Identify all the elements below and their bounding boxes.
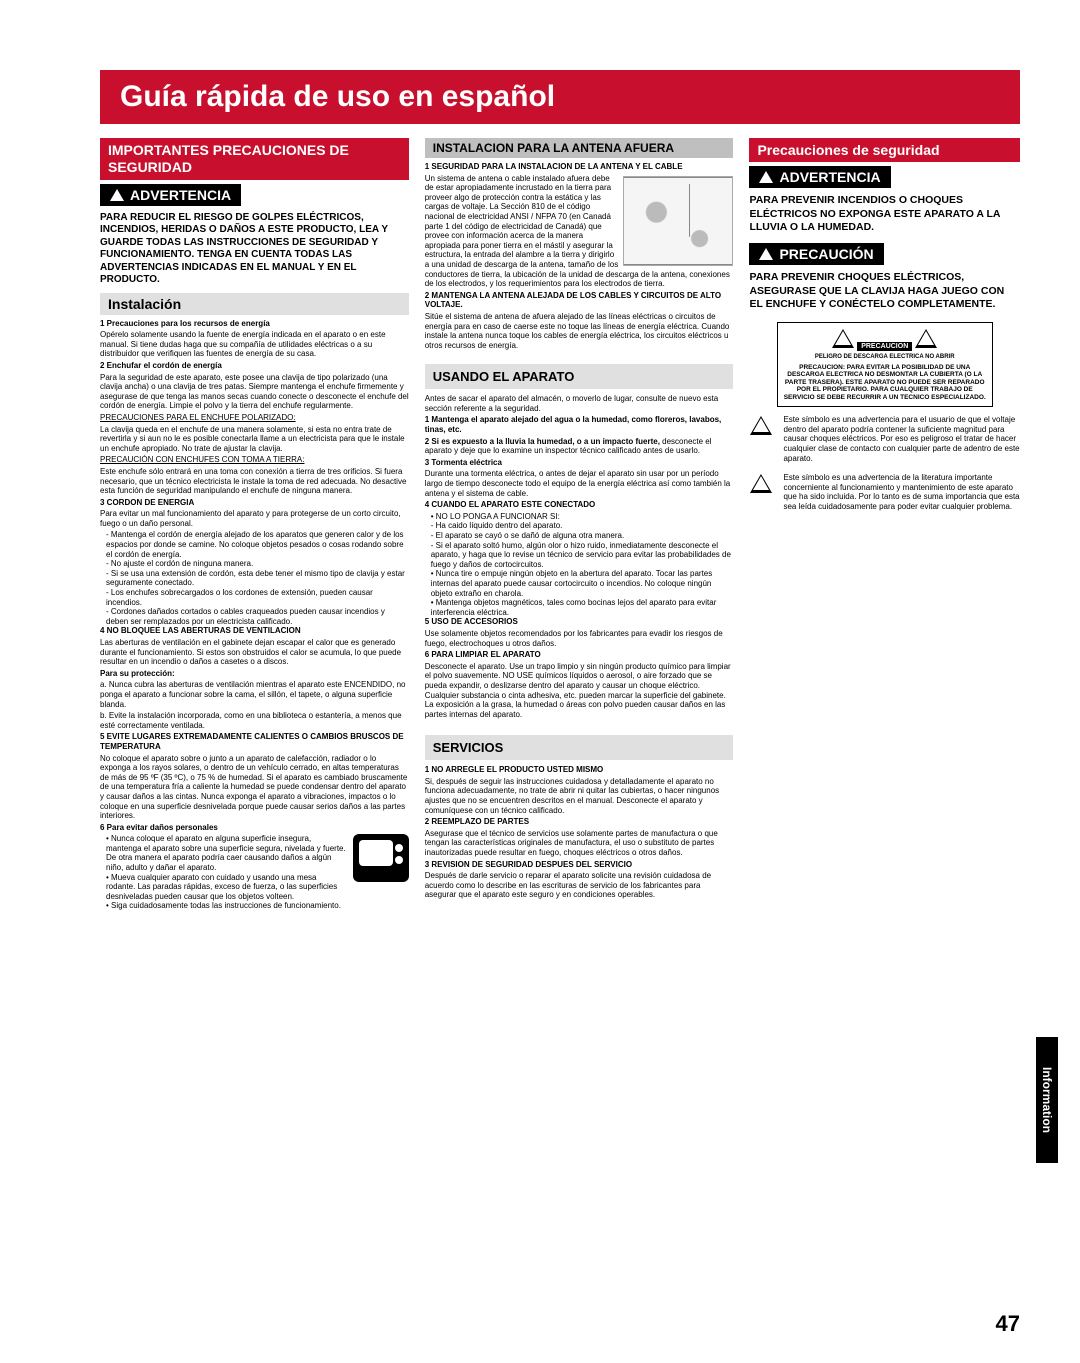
s2-underline1: PRECAUCIONES PARA EL ENCHUFE POLARIZADO: [100,413,296,422]
precaucion-box-subhead: PELIGRO DE DESCARGA ELECTRICA NO ABRIR [783,354,987,361]
s3-item: Cordones dañados cortados o cables craqu… [106,607,409,626]
s3-item: No ajuste el cordón de ninguna manera. [106,559,409,569]
u1-heading: 1 Mantenga el aparato alejado del agua o… [425,415,722,434]
s2-heading: 2 Enchufar el cordón de energía [100,361,222,370]
s3-item: Mantenga el cordón de energía alejado de… [106,530,409,559]
instalacion-header: Instalación [100,293,409,315]
sv1-heading: 1 NO ARREGLE EL PRODUCTO USTED MISMO [425,765,604,774]
sv2-text: Asegurase que el técnico de servicios us… [425,829,734,858]
symbol-row-1: Este símbolo es una advertencia para el … [749,415,1020,463]
s4-text: Las aberturas de ventilación en el gabin… [100,638,409,667]
s1-heading: 1 Precauciones para los recursos de ener… [100,319,270,328]
advertencia-label: ADVERTENCIA [779,169,880,185]
s2a-text: La clavija queda en el enchufe de una ma… [100,425,409,454]
u4-item: Nunca tire o empuje ningún objeto en la … [431,569,734,598]
u5-heading: 5 USO DE ACCESORIOS [425,617,518,626]
exclaim-triangle-icon [749,473,773,494]
antenna-body: 1 SEGURIDAD PARA LA INSTALACION DE LA AN… [425,162,734,350]
u5-text: Use solamente objetos recomendados por l… [425,629,734,648]
a1-heading: 1 SEGURIDAD PARA LA INSTALACION DE LA AN… [425,162,683,171]
servicios-body: 1 NO ARREGLE EL PRODUCTO USTED MISMO Si,… [425,765,734,900]
servicios-header: SERVICIOS [425,735,734,760]
precaucion-bar: PRECAUCIÓN [749,243,883,265]
tv-cart-icon [353,834,409,882]
shock-triangle-icon [831,328,855,349]
side-tab: Information [1036,1037,1058,1163]
u4a-text: NO LO PONGA A FUNCIONAR SI: [431,512,734,522]
u2-heading: 2 Si es expuesto a la lluvia la humedad,… [425,437,660,446]
s3-text: Para evitar un mal funcionamiento del ap… [100,509,409,528]
shock-triangle-icon [749,415,773,436]
usando-header: USANDO EL APARATO [425,364,734,389]
precaucion-block: PARA PREVENIR CHOQUES ELÉCTRICOS, ASEGUR… [749,271,1020,312]
s6-item: Siga cuidadosamente todas las instruccio… [106,901,409,911]
s4a-text: a. Nunca cubra las aberturas de ventilac… [100,680,409,709]
u4-item: Ha caido líquido dentro del aparato. [431,521,734,531]
sv2-heading: 2 REEMPLAZO DE PARTES [425,817,529,826]
s3-item: Los enchufes sobrecargados o los cordone… [106,588,409,607]
u3-text: Durante una tormenta eléctrica, o antes … [425,469,734,498]
s3-heading: 3 CORDON DE ENERGIA [100,498,194,507]
u-intro: Antes de sacar el aparato del almacén, o… [425,394,734,413]
precaucion-box-label: PRECAUCION [857,342,912,351]
a2-heading: 2 MANTENGA LA ANTENA ALEJADA DE LOS CABL… [425,291,721,310]
advertencia-label: ADVERTENCIA [130,187,231,203]
columns: IMPORTANTES PRECAUCIONES DE SEGURIDAD AD… [100,138,1020,911]
s5-heading: 5 EVITE LUGARES EXTREMADAMENTE CALIENTES… [100,732,404,751]
page-title: Guía rápida de uso en español [100,70,1020,124]
s4-heading: 4 NO BLOQUEE LAS ABERTURAS DE VENTILACIO… [100,626,301,635]
s5-text: No coloque el aparato sobre o junto a un… [100,754,409,821]
s4-protection: Para su protección: [100,669,175,678]
u4-item: Si el aparato soltó humo, algún olor o h… [431,541,734,570]
s3-item: Si se usa una extensión de cordón, esta … [106,569,409,588]
sv1-text: Si, después de seguir las instrucciones … [425,777,734,815]
symbol2-text: Este símbolo es una advertencia de la li… [783,473,1020,511]
s2-text: Para la seguridad de este aparato, este … [100,373,409,411]
column-middle: INSTALACION PARA LA ANTENA AFUERA 1 SEGU… [425,138,734,911]
exclaim-triangle-icon [914,328,938,349]
s1-text: Opérelo solamente usando la fuente de en… [100,330,409,359]
instalacion-body: 1 Precauciones para los recursos de ener… [100,319,409,911]
a2-text: Sitúe el sistema de antena de afuera ale… [425,312,734,350]
symbol-row-2: Este símbolo es una advertencia de la li… [749,473,1020,511]
u4-item: Mantenga objetos magnéticos, tales como … [431,598,734,617]
warning-triangle-icon [759,248,773,260]
warning-triangle-icon [110,189,124,201]
u4-heading: 4 CUANDO EL APARATO ESTE CONECTADO [425,500,596,509]
u6-text: Desconecte el aparato. Use un trapo limp… [425,662,734,720]
symbol1-text: Este símbolo es una advertencia para el … [783,415,1020,463]
u6-heading: 6 PARA LIMPIAR EL APARATO [425,650,541,659]
sv3-text: Después de darle servicio o reparar el a… [425,871,734,900]
page-number: 47 [996,1311,1020,1337]
column-right: Precauciones de seguridad ADVERTENCIA PA… [749,138,1020,911]
advertencia-bar-right: ADVERTENCIA [749,166,890,188]
warn-block-right: PARA PREVENIR INCENDIOS O CHOQUES ELÉCTR… [749,194,1020,235]
u3-heading: 3 Tormenta eléctrica [425,458,502,467]
usando-body: Antes de sacar el aparato del almacén, o… [425,394,734,719]
s4b-text: b. Evite la instalación incorporada, com… [100,711,409,730]
precautions-header: IMPORTANTES PRECAUCIONES DE SEGURIDAD [100,138,409,180]
precaucion-label: PRECAUCIÓN [779,246,873,262]
sv3-heading: 3 REVISION DE SEGURIDAD DESPUES DEL SERV… [425,860,632,869]
safety-precautions-header: Precauciones de seguridad [749,138,1020,162]
precaucion-box: PRECAUCION PELIGRO DE DESCARGA ELECTRICA… [777,322,993,407]
antenna-diagram [623,176,733,266]
warning-triangle-icon [759,171,773,183]
antenna-install-header: INSTALACION PARA LA ANTENA AFUERA [425,138,734,158]
s6-heading: 6 Para evitar daños personales [100,823,218,832]
s2b-text: Este enchufe sólo entrará en una toma co… [100,467,409,496]
advertencia-bar: ADVERTENCIA [100,184,241,206]
warning-block: PARA REDUCIR EL RIESGO DE GOLPES ELÉCTRI… [100,212,409,287]
column-left: IMPORTANTES PRECAUCIONES DE SEGURIDAD AD… [100,138,409,911]
s2-underline2: PRECAUCIÓN CON ENCHUFES CON TOMA A TIERR… [100,455,304,464]
u4-item: El aparato se cayó o se dañó de alguna o… [431,531,734,541]
precaucion-box-body: PRECAUCION: PARA EVITAR LA POSIBILIDAD D… [784,364,986,401]
